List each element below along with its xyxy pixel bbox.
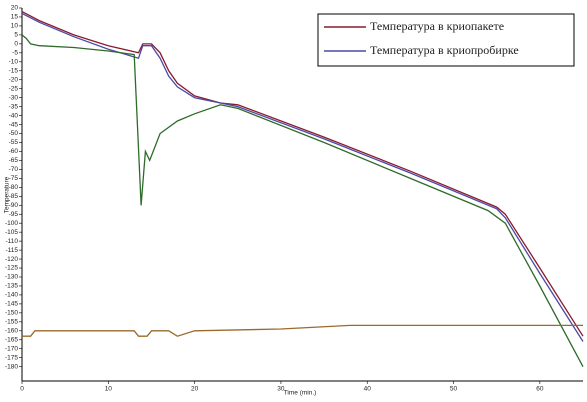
y-axis-label: Temperature <box>4 176 11 213</box>
y-tick-label: -60 <box>9 148 19 155</box>
y-tick-label: -160 <box>5 328 18 335</box>
y-tick-label: -145 <box>5 301 18 308</box>
y-tick-label: -25 <box>9 85 19 92</box>
y-tick-label: -95 <box>9 211 19 218</box>
y-tick-label: -65 <box>9 157 19 164</box>
y-tick-label: -165 <box>5 336 18 343</box>
y-tick-label: 10 <box>11 23 19 30</box>
y-tick-label: -100 <box>5 220 18 227</box>
y-tick-label: -55 <box>9 139 19 146</box>
y-tick-label: -70 <box>9 166 19 173</box>
y-tick-label: -80 <box>9 184 19 191</box>
y-tick-label: -135 <box>5 283 18 290</box>
x-tick-label: 20 <box>191 386 199 393</box>
y-tick-label: 5 <box>14 32 18 39</box>
y-tick-label: -30 <box>9 94 19 101</box>
y-tick-label: 15 <box>11 14 19 21</box>
y-tick-label: -75 <box>9 175 19 182</box>
y-tick-label: -115 <box>5 247 18 254</box>
x-tick-label: 50 <box>450 386 458 393</box>
y-tick-label: -45 <box>9 121 19 128</box>
x-tick-label: 40 <box>364 386 372 393</box>
series-line <box>21 34 584 368</box>
y-tick-label: -5 <box>12 50 18 57</box>
y-tick-label: -110 <box>5 238 18 245</box>
y-tick-label: -20 <box>9 76 19 83</box>
y-tick-label: -35 <box>9 103 19 110</box>
y-tick-label: -120 <box>5 256 18 263</box>
x-axis-label: Time (min.) <box>284 390 317 397</box>
legend-box <box>317 13 575 67</box>
legend-label: Температура в криопробирке <box>370 43 519 57</box>
y-tick-label: -105 <box>5 229 18 236</box>
y-tick-label: -150 <box>5 310 18 317</box>
series-line <box>22 324 583 337</box>
x-tick-label: 0 <box>20 386 24 393</box>
y-tick-label: -85 <box>9 193 19 200</box>
x-tick-label: 10 <box>105 386 113 393</box>
y-tick-label: -40 <box>9 112 19 119</box>
x-tick-label: 30 <box>277 386 285 393</box>
y-tick-label: -50 <box>9 130 19 137</box>
y-tick-label: -170 <box>5 345 18 352</box>
series-line <box>21 12 584 342</box>
y-tick-label: -125 <box>5 265 18 272</box>
y-tick-label: -10 <box>9 59 19 66</box>
y-tick-label: -140 <box>5 292 18 299</box>
y-tick-label: -130 <box>5 274 18 281</box>
y-tick-label: -155 <box>5 319 18 326</box>
legend-label: Температура в криопакете <box>370 19 504 33</box>
y-tick-label: -180 <box>5 363 18 370</box>
y-tick-label: 0 <box>14 41 18 48</box>
y-tick-label: -90 <box>9 202 19 209</box>
y-tick-label: 20 <box>11 5 19 12</box>
series-line <box>21 11 584 337</box>
x-tick-label: 60 <box>536 386 544 393</box>
y-tick-label: -175 <box>5 354 18 361</box>
y-tick-label: -15 <box>9 67 19 74</box>
